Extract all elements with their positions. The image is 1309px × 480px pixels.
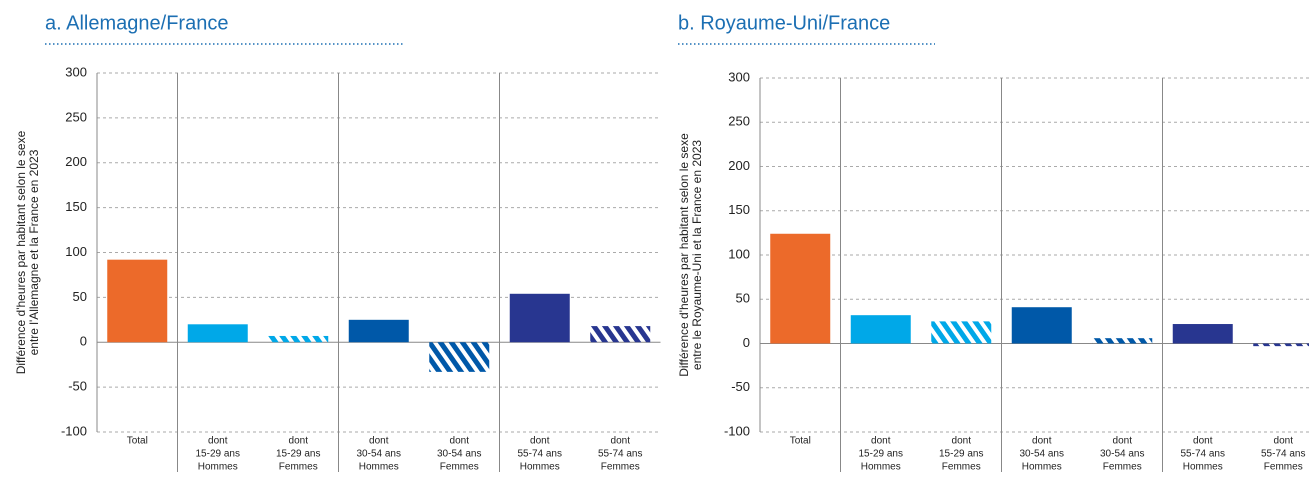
- bar: [1092, 338, 1153, 344]
- y-tick-label: 250: [728, 114, 750, 129]
- x-tick-label: Hommes: [198, 462, 238, 473]
- x-tick-label: Femmes: [1264, 462, 1303, 473]
- x-tick-label: dont: [369, 436, 389, 447]
- x-tick-label: 55-74 ans: [1181, 449, 1225, 460]
- x-tick-label: 55-74 ans: [1261, 449, 1305, 460]
- y-tick-label: 300: [728, 69, 750, 84]
- y-axis-label: Différence d'heures par habitant selon l…: [677, 133, 691, 377]
- bar: [187, 324, 248, 343]
- x-tick-label: Femmes: [1103, 462, 1142, 473]
- y-tick-label: 250: [65, 109, 87, 124]
- x-tick-label: Femmes: [601, 462, 640, 473]
- y-tick-label: -50: [731, 379, 750, 394]
- x-tick-label: dont: [450, 436, 470, 447]
- bar: [1253, 343, 1309, 347]
- x-tick-label: Femmes: [942, 462, 981, 473]
- bar: [429, 342, 490, 372]
- y-tick-label: 50: [736, 291, 750, 306]
- bar: [590, 326, 651, 343]
- bar: [850, 315, 911, 344]
- x-tick-label: dont: [611, 436, 631, 447]
- y-axis-label: entre le Royaume-Uni et la France en 202…: [690, 140, 704, 370]
- x-tick-label: Hommes: [861, 462, 901, 473]
- y-axis-label: Différence d'heures par habitant selon l…: [14, 130, 28, 374]
- bar: [1172, 324, 1233, 344]
- x-tick-label: dont: [1274, 436, 1294, 447]
- x-tick-label: Hommes: [359, 462, 399, 473]
- x-tick-label: Total: [127, 436, 148, 447]
- x-tick-label: 30-54 ans: [357, 449, 401, 460]
- bar: [931, 321, 992, 344]
- x-tick-label: 15-29 ans: [939, 449, 983, 460]
- x-tick-label: Hommes: [1022, 462, 1062, 473]
- y-tick-label: 100: [65, 244, 87, 259]
- x-tick-label: dont: [1193, 436, 1213, 447]
- bar: [348, 319, 409, 343]
- x-tick-label: dont: [1113, 436, 1133, 447]
- y-tick-label: 300: [65, 64, 87, 79]
- y-tick-label: 100: [728, 246, 750, 261]
- x-tick-label: dont: [952, 436, 972, 447]
- x-tick-label: 30-54 ans: [437, 449, 481, 460]
- x-tick-label: dont: [208, 436, 228, 447]
- y-axis-label: entre l'Allemagne et la France en 2023: [27, 149, 41, 355]
- x-tick-label: 15-29 ans: [196, 449, 240, 460]
- x-tick-label: Total: [790, 436, 811, 447]
- chart-title: b. Royaume-Uni/France: [678, 12, 890, 34]
- chart-title: a. Allemagne/France: [45, 12, 228, 34]
- x-tick-label: 15-29 ans: [276, 449, 320, 460]
- y-tick-label: -100: [724, 423, 750, 438]
- bar: [770, 233, 831, 344]
- bar: [1011, 307, 1072, 344]
- x-tick-label: dont: [530, 436, 550, 447]
- y-tick-label: -100: [61, 423, 87, 438]
- x-tick-label: 30-54 ans: [1020, 449, 1064, 460]
- x-tick-label: Femmes: [279, 462, 318, 473]
- y-tick-label: 50: [73, 289, 87, 304]
- x-tick-label: 30-54 ans: [1100, 449, 1144, 460]
- x-tick-label: dont: [1032, 436, 1052, 447]
- bar: [509, 293, 570, 343]
- x-tick-label: 55-74 ans: [598, 449, 642, 460]
- y-tick-label: 150: [728, 202, 750, 217]
- x-tick-label: dont: [871, 436, 891, 447]
- y-tick-label: 0: [80, 334, 87, 349]
- x-tick-label: 55-74 ans: [518, 449, 562, 460]
- x-tick-label: Hommes: [520, 462, 560, 473]
- x-tick-label: Femmes: [440, 462, 479, 473]
- y-tick-label: -50: [68, 379, 87, 394]
- y-tick-label: 200: [728, 158, 750, 173]
- bar: [107, 259, 168, 343]
- y-tick-label: 0: [743, 335, 750, 350]
- bar: [268, 335, 329, 343]
- y-tick-label: 200: [65, 154, 87, 169]
- x-tick-label: 15-29 ans: [859, 449, 903, 460]
- x-tick-label: Hommes: [1183, 462, 1223, 473]
- y-tick-label: 150: [65, 199, 87, 214]
- x-tick-label: dont: [289, 436, 309, 447]
